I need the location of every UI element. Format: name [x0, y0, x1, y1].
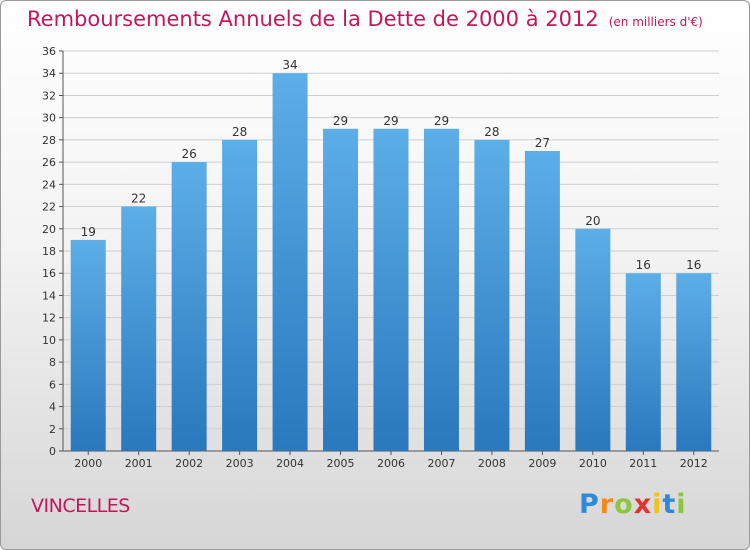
- x-tick-label: 2000: [74, 457, 102, 470]
- logo-letter: P: [579, 489, 600, 520]
- bar-2005: [323, 128, 359, 451]
- data-label: 20: [585, 214, 600, 228]
- chart-title: Remboursements Annuels de la Dette de 20…: [27, 7, 599, 31]
- bar-2007: [423, 128, 459, 451]
- y-tick-label: 32: [42, 89, 56, 102]
- bar-2003: [222, 139, 258, 451]
- y-tick-label: 20: [42, 223, 56, 236]
- y-tick-label: 24: [42, 178, 56, 191]
- bar-2010: [575, 228, 611, 451]
- y-tick-label: 10: [42, 334, 56, 347]
- data-label: 34: [282, 58, 297, 72]
- data-label: 29: [383, 114, 398, 128]
- x-tick-label: 2002: [175, 457, 203, 470]
- data-label: 26: [182, 147, 197, 161]
- bar-2009: [524, 151, 560, 451]
- bar-2004: [272, 73, 308, 451]
- x-tick-label: 2004: [276, 457, 304, 470]
- y-tick-label: 22: [42, 201, 56, 214]
- y-tick-label: 4: [49, 401, 56, 414]
- data-label: 29: [434, 114, 449, 128]
- x-tick-label: 2009: [528, 457, 556, 470]
- logo-letter: t: [662, 489, 677, 520]
- y-tick-label: 30: [42, 112, 56, 125]
- x-tick-label: 2007: [427, 457, 455, 470]
- y-tick-label: 16: [42, 267, 56, 280]
- x-tick-label: 2011: [629, 457, 657, 470]
- bar-2012: [676, 273, 712, 451]
- bar-2006: [373, 128, 409, 451]
- y-tick-label: 18: [42, 245, 56, 258]
- data-label: 27: [535, 136, 550, 150]
- bar-2002: [171, 162, 207, 451]
- title-row: Remboursements Annuels de la Dette de 20…: [27, 7, 703, 31]
- data-label: 28: [484, 125, 499, 139]
- y-tick-label: 8: [49, 356, 56, 369]
- x-tick-label: 2006: [377, 457, 405, 470]
- x-tick-label: 2003: [226, 457, 254, 470]
- y-tick-label: 34: [42, 67, 56, 80]
- y-tick-label: 28: [42, 134, 56, 147]
- logo-letter: o: [614, 489, 634, 520]
- commune-name: VINCELLES: [31, 495, 130, 517]
- bar-2008: [474, 139, 510, 451]
- y-tick-label: 12: [42, 312, 56, 325]
- logo-letter: x: [633, 489, 653, 520]
- data-label: 16: [636, 258, 651, 272]
- bars: [70, 73, 712, 451]
- x-tick-label: 2012: [680, 457, 708, 470]
- chart-unit: (en milliers d'€): [608, 15, 703, 29]
- data-label: 16: [686, 258, 701, 272]
- x-tick-label: 2005: [327, 457, 355, 470]
- logo-letter: i: [676, 489, 687, 520]
- bar-2001: [121, 206, 157, 451]
- y-tick-label: 14: [42, 289, 56, 302]
- bar-2000: [70, 239, 106, 451]
- data-labels: 19 22 26 28 34 29 29 29 28 27 20 16 16: [81, 58, 702, 272]
- bar-2011: [625, 273, 661, 451]
- logo-letter: i: [652, 489, 663, 520]
- y-tick-label: 6: [49, 378, 56, 391]
- logo-letter: r: [599, 489, 615, 520]
- y-tick-label: 26: [42, 156, 56, 169]
- data-label: 19: [81, 225, 96, 239]
- y-tick-label: 36: [42, 45, 56, 58]
- data-label: 28: [232, 125, 247, 139]
- x-tick-label: 2010: [579, 457, 607, 470]
- x-tick-label: 2001: [125, 457, 153, 470]
- data-label: 22: [131, 192, 146, 206]
- y-tick-label: 0: [49, 445, 56, 458]
- data-label: 29: [333, 114, 348, 128]
- proxiti-logo[interactable]: Proxiti: [579, 489, 687, 520]
- x-tick-label: 2008: [478, 457, 506, 470]
- y-tick-label: 2: [49, 423, 56, 436]
